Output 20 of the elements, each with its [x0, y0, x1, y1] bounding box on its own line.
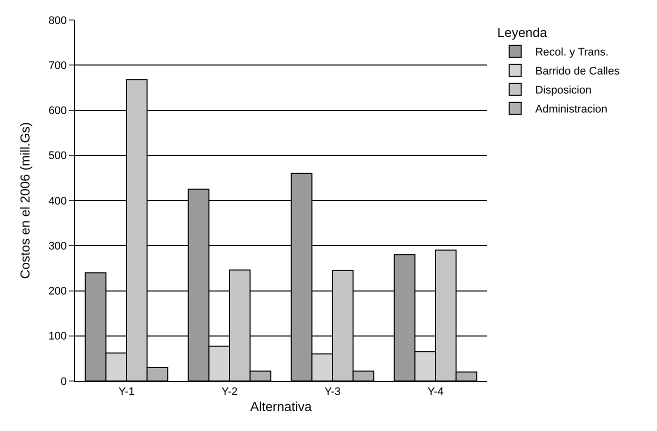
- legend-title: Leyenda: [497, 24, 548, 40]
- y-tick-label: 800: [48, 14, 67, 27]
- legend-label: Administracion: [535, 104, 608, 116]
- x-tick-label: Y-4: [427, 386, 444, 398]
- legend-label: Barrido de Calles: [535, 66, 620, 78]
- y-tick-label: 700: [48, 60, 67, 72]
- y-tick-label: 100: [48, 330, 67, 343]
- y-tick-label: 400: [48, 195, 67, 208]
- y-tick-label: 200: [48, 286, 67, 298]
- y-tick-label: 300: [48, 240, 67, 252]
- y-axis-title: Costos en el 2006 (mill.Gs): [17, 122, 32, 279]
- y-tick-label: 500: [48, 150, 67, 162]
- legend-label: Disposicion: [535, 84, 592, 97]
- x-axis-title: Alternativa: [250, 398, 312, 414]
- y-tick-label: 600: [48, 105, 67, 118]
- legend-label: Recol. y Trans.: [535, 46, 609, 59]
- y-tick-label: 0: [60, 376, 67, 388]
- x-tick-label: Y-2: [221, 386, 238, 398]
- x-tick-label: Y-3: [324, 386, 341, 398]
- x-tick-label: Y-1: [118, 386, 135, 398]
